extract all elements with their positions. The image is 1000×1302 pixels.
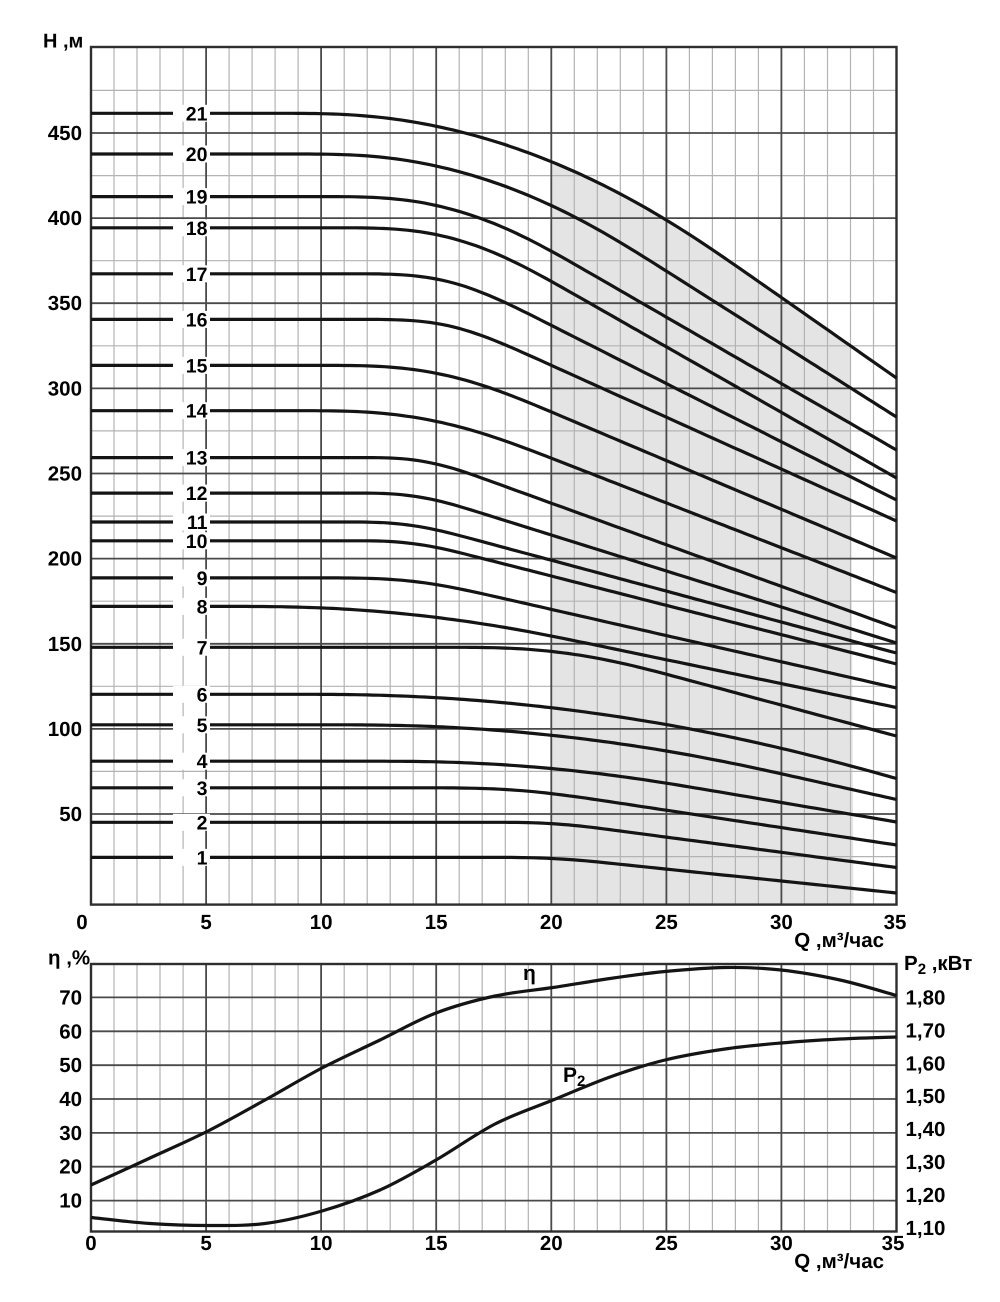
svg-text:250: 250 [48,463,82,486]
svg-text:50: 50 [59,803,82,826]
svg-text:0: 0 [85,1232,96,1255]
svg-text:2: 2 [197,812,208,834]
svg-text:25: 25 [655,1232,678,1255]
svg-text:0: 0 [76,911,87,934]
svg-text:21: 21 [186,103,208,125]
svg-text:17: 17 [186,264,208,286]
svg-text:300: 300 [48,377,82,400]
svg-text:60: 60 [59,1020,82,1043]
svg-text:35: 35 [882,1232,905,1255]
svg-text:70: 70 [59,986,82,1009]
svg-text:6: 6 [197,684,208,706]
svg-text:5: 5 [200,911,211,934]
svg-text:400: 400 [48,207,82,230]
svg-text:14: 14 [186,401,208,423]
svg-text:4: 4 [197,751,208,773]
svg-text:20: 20 [59,1156,82,1179]
svg-text:200: 200 [48,548,82,571]
svg-text:10: 10 [186,531,208,553]
svg-text:1,70: 1,70 [906,1019,946,1042]
svg-text:30: 30 [770,911,793,934]
svg-text:1,80: 1,80 [906,987,946,1010]
svg-text:5: 5 [200,1232,211,1255]
svg-text:η: η [523,962,536,985]
svg-text:20: 20 [186,144,208,166]
svg-text:10: 10 [310,1232,333,1255]
svg-text:35: 35 [884,911,907,934]
svg-text:15: 15 [425,1232,448,1255]
svg-text:1,40: 1,40 [906,1118,946,1141]
svg-text:50: 50 [59,1054,82,1077]
svg-text:9: 9 [197,568,208,590]
svg-text:H ,м: H ,м [43,31,83,53]
svg-text:13: 13 [186,448,208,470]
svg-text:10: 10 [59,1190,82,1213]
svg-text:5: 5 [197,715,208,737]
svg-text:30: 30 [770,1232,793,1255]
svg-text:7: 7 [197,637,208,659]
svg-text:100: 100 [48,718,82,741]
svg-text:25: 25 [655,911,678,934]
svg-text:11: 11 [187,512,208,534]
svg-text:1,10: 1,10 [906,1217,946,1240]
svg-text:12: 12 [186,483,208,505]
svg-text:20: 20 [540,1232,563,1255]
svg-text:Q ,м³/час: Q ,м³/час [794,929,884,952]
svg-text:15: 15 [425,911,448,934]
svg-text:1,50: 1,50 [906,1085,946,1108]
svg-text:40: 40 [59,1088,82,1111]
svg-text:20: 20 [540,911,563,934]
svg-text:3: 3 [197,778,208,800]
svg-text:19: 19 [186,187,208,209]
svg-text:Q ,м³/час: Q ,м³/час [794,1250,884,1273]
svg-text:1,60: 1,60 [906,1052,946,1075]
svg-text:η ,%: η ,% [48,947,90,970]
svg-text:150: 150 [48,633,82,656]
svg-text:18: 18 [186,218,208,240]
svg-text:1: 1 [197,847,208,869]
svg-text:450: 450 [48,122,82,145]
svg-text:16: 16 [186,309,208,331]
svg-text:1,20: 1,20 [906,1184,946,1207]
svg-text:P2 ,кВт: P2 ,кВт [904,952,972,978]
svg-text:15: 15 [186,355,208,377]
svg-text:1,30: 1,30 [906,1151,946,1174]
svg-text:350: 350 [48,292,82,315]
svg-text:30: 30 [59,1122,82,1145]
svg-text:10: 10 [310,911,333,934]
svg-text:8: 8 [197,596,208,618]
